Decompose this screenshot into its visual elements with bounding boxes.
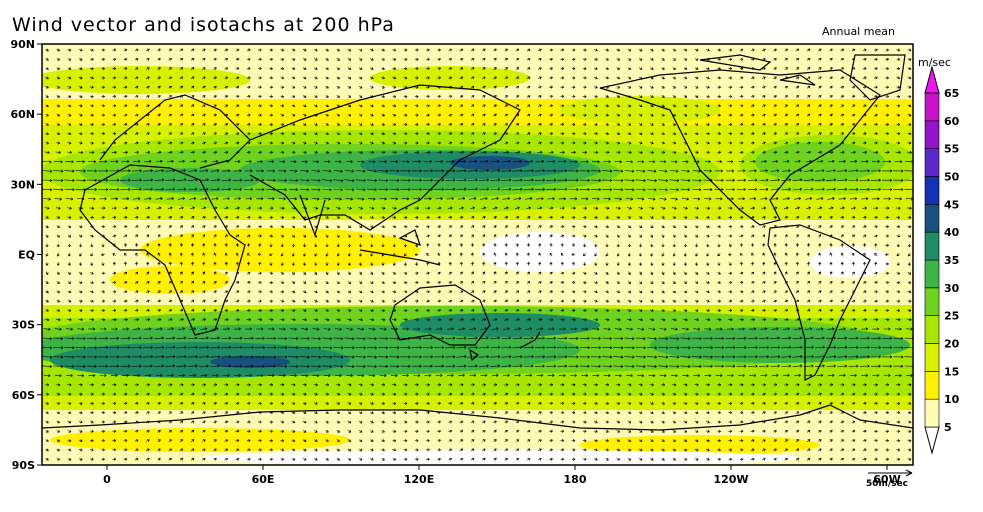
coastlines [42,54,913,431]
colorbar-box [924,92,940,122]
colorbar-box [924,148,940,177]
reference-vector: 50m/sec [866,469,913,489]
colorbar-box [924,204,940,233]
colorbar-level-label: 45 [944,198,959,211]
longitude-axis: 0 60E 120E 180 120W 60W [103,465,901,486]
colorbar-under-triangle [924,426,940,455]
colorbar-level-label: 65 [944,87,959,100]
colorbar-level-label: 40 [944,226,960,239]
lon-label: 60E [252,473,275,486]
colorbar: 5 10 15 20 25 30 35 40 45 50 55 60 65 [924,65,960,455]
lon-label: 120W [713,473,748,486]
colorbar-over-triangle [924,65,940,94]
lat-label: 60N [10,108,35,121]
colorbar-box [924,315,940,344]
isotach-field [42,44,913,465]
colorbar-level-label: 30 [944,282,960,295]
lon-label: 0 [103,473,111,486]
lat-label: 90N [10,38,35,51]
latitude-axis: 90N 60N 30N EQ 30S 60S 90S [10,38,42,472]
colorbar-level-label: 20 [944,338,960,351]
lat-label: EQ [18,249,35,262]
lat-label: 90S [12,459,35,472]
map-title: Wind vector and isotachs at 200 hPa [12,14,395,36]
map-subtitle: Annual mean [822,25,895,38]
lon-label: 180 [564,473,587,486]
colorbar-level-label: 5 [944,421,952,434]
colorbar-box [924,231,940,261]
colorbar-unit-label: m/sec [918,56,951,69]
wind-vectors [42,48,913,461]
lon-label: 60W [873,473,900,486]
colorbar-box [924,287,940,316]
colorbar-box [924,176,940,205]
colorbar-level-label: 55 [944,143,959,156]
colorbar-level-label: 60 [944,115,960,128]
colorbar-box [924,343,940,372]
colorbar-level-label: 35 [944,254,959,267]
lat-label: 30S [12,319,35,332]
colorbar-box [924,120,940,149]
lat-label: 60S [12,389,35,402]
lon-label: 120E [404,473,434,486]
colorbar-level-label: 15 [944,365,959,378]
colorbar-box [924,398,940,428]
colorbar-box [924,259,940,289]
colorbar-level-label: 10 [944,393,960,406]
lat-label: 30N [10,178,35,191]
colorbar-level-label: 25 [944,310,959,323]
reference-vector-label: 50m/sec [866,479,908,489]
colorbar-box [924,371,940,400]
wind-arrows [42,48,913,461]
colorbar-level-label: 50 [944,171,960,184]
